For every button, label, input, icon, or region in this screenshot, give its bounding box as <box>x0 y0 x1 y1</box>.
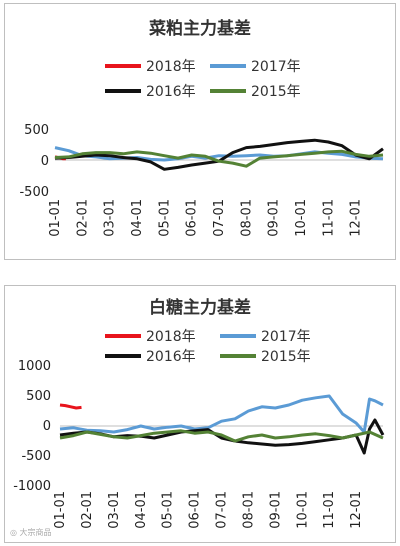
x-tick-label: 03-01 <box>103 199 118 237</box>
x-tick-label: 07-01 <box>215 491 230 529</box>
legend: 2018年 2017年 2016年 2015年 <box>105 59 301 100</box>
series-lines <box>59 394 385 455</box>
chart-svg: 白糖主力基差 2018年 2017年 2016年 2015年 1000 500 … <box>13 297 385 529</box>
x-tick-label: 10-01 <box>294 199 309 237</box>
x-tick-label: 01-01 <box>53 491 68 529</box>
legend-label-2016: 2016年 <box>146 84 196 100</box>
x-tick-label: 09-01 <box>268 491 283 529</box>
x-tick-label: 10-01 <box>295 491 310 529</box>
x-tick-label: 06-01 <box>185 199 200 237</box>
legend-label-2015: 2015年 <box>251 84 301 100</box>
y-tick-label: -1000 <box>13 479 51 494</box>
legend-label-2015: 2015年 <box>261 349 311 365</box>
legend-label-2017: 2017年 <box>261 329 311 345</box>
legend-label-2018: 2018年 <box>146 329 196 345</box>
x-tick-label: 08-01 <box>239 199 254 237</box>
watermark: ◎ 大宗商品 <box>10 528 52 537</box>
y-tick-label: 500 <box>26 389 51 404</box>
legend: 2018年 2017年 2016年 2015年 <box>105 329 311 365</box>
white-sugar-basis-chart: 白糖主力基差 2018年 2017年 2016年 2015年 1000 500 … <box>4 285 396 543</box>
x-tick-label: 04-01 <box>130 199 145 237</box>
x-tick-label: 12-01 <box>349 491 364 529</box>
rapeseed-meal-basis-chart: 菜粕主力基差 2018年 2017年 2016年 2015年 500 0 -50… <box>4 3 396 260</box>
y-tick-label: 500 <box>24 123 49 138</box>
x-tick-label: 08-01 <box>241 491 256 529</box>
x-tick-label: 02-01 <box>80 491 95 529</box>
series-line-2015年 <box>59 429 384 443</box>
chart-svg: 菜粕主力基差 2018年 2017年 2016年 2015年 500 0 -50… <box>19 18 384 237</box>
y-tick-label: 0 <box>43 419 51 434</box>
x-tick-label: 06-01 <box>188 491 203 529</box>
x-tick-label: 04-01 <box>134 491 149 529</box>
legend-label-2017: 2017年 <box>251 59 301 75</box>
x-tick-label: 07-01 <box>212 199 227 237</box>
legend-label-2016: 2016年 <box>146 349 196 365</box>
y-tick-label: 0 <box>41 154 49 169</box>
y-tick-label: -500 <box>19 185 49 200</box>
series-line-2015年 <box>54 149 384 168</box>
y-tick-label: 1000 <box>18 359 51 374</box>
y-tick-label: -500 <box>21 449 51 464</box>
x-tick-label: 02-01 <box>75 199 90 237</box>
series-line-2017年 <box>59 394 384 434</box>
x-tick-label: 01-01 <box>48 199 63 237</box>
chart-title: 菜粕主力基差 <box>148 18 251 39</box>
x-tick-label: 12-01 <box>349 199 364 237</box>
x-tick-labels: 01-01 02-01 03-01 04-01 05-01 06-01 07-01 08-01… <box>48 199 364 237</box>
chart-title: 白糖主力基差 <box>149 297 251 318</box>
legend-label-2018: 2018年 <box>146 59 196 75</box>
x-tick-labels: 01-01 02-01 03-01 04-01 05-01 06-01 07-01 08-01… <box>53 491 364 529</box>
series-lines <box>54 138 384 171</box>
x-tick-label: 11-01 <box>322 491 337 529</box>
series-line-2018年 <box>59 403 82 410</box>
x-tick-label: 09-01 <box>267 199 282 237</box>
x-tick-label: 03-01 <box>107 491 122 529</box>
x-tick-label: 05-01 <box>161 491 176 529</box>
x-tick-label: 11-01 <box>321 199 336 237</box>
x-tick-label: 05-01 <box>157 199 172 237</box>
